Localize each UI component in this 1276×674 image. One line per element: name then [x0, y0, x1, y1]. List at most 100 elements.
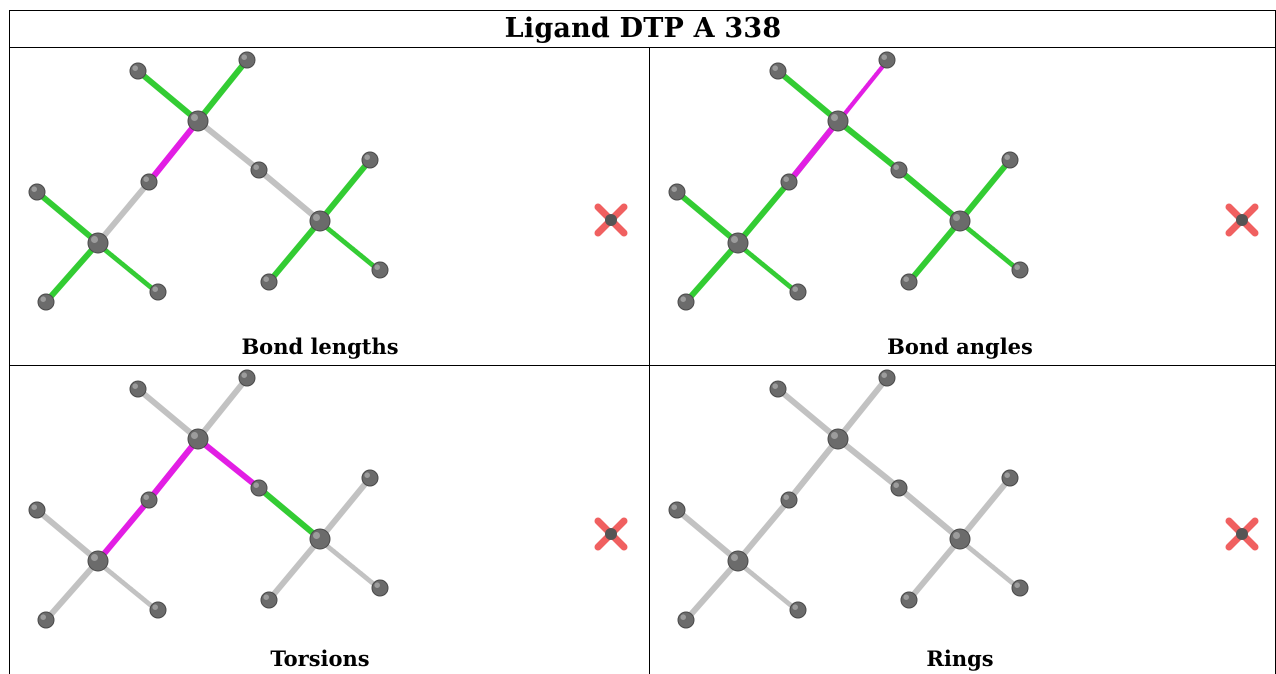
bond-line	[266, 218, 323, 285]
molecule-image-torsions	[28, 369, 628, 629]
bond-line	[835, 375, 890, 442]
bond-line	[95, 497, 152, 564]
atom-highlight	[253, 164, 259, 170]
caption-bond-angles: Bond angles	[887, 334, 1033, 359]
atom-sphere	[28, 183, 46, 201]
atom-highlight	[40, 614, 46, 620]
bond-line	[146, 436, 201, 503]
caption-bond-lengths: Bond lengths	[241, 334, 399, 359]
atom-sphere	[949, 528, 971, 550]
table-title: Ligand DTP A 338	[504, 12, 782, 44]
bond-line	[683, 240, 741, 305]
bond-line	[318, 537, 382, 590]
bond-line	[683, 558, 741, 623]
bond-line-hatch	[319, 541, 381, 592]
bond-line	[958, 219, 1022, 272]
atom-sphere	[769, 380, 787, 398]
caption-rings: Rings	[926, 646, 994, 671]
atom-sphere	[238, 369, 256, 387]
atom-sphere	[260, 273, 278, 291]
bond-line	[34, 189, 101, 246]
table-top-border	[9, 10, 1276, 11]
atom-highlight	[31, 504, 37, 510]
atom-sphere	[1001, 469, 1019, 487]
atom-sphere	[37, 293, 55, 311]
bond-line-hatch	[959, 541, 1021, 592]
atom-highlight	[263, 276, 269, 282]
bond-line	[957, 475, 1013, 542]
bond-line	[957, 157, 1013, 224]
panel-rings: Rings	[650, 366, 1275, 674]
atom-highlight	[953, 532, 960, 539]
metal-ion-cross-icon	[1225, 517, 1259, 551]
atom-sphere	[250, 479, 268, 497]
atom-highlight	[374, 582, 381, 588]
column-divider	[649, 47, 650, 674]
atom-highlight	[772, 383, 778, 389]
bond-line	[256, 485, 323, 542]
title-divider	[9, 47, 1276, 48]
atom-highlight	[792, 604, 798, 610]
atom-sphere	[780, 173, 798, 191]
atom-highlight	[313, 532, 320, 539]
metal-ion-cross-icon	[594, 203, 628, 237]
atom-sphere	[149, 601, 167, 619]
atom-highlight	[831, 432, 838, 439]
bond-line	[958, 537, 1022, 590]
atom-sphere	[827, 428, 849, 450]
atom-highlight	[1004, 154, 1010, 160]
row-divider	[9, 365, 1276, 366]
bond-line	[736, 241, 800, 294]
atom-highlight	[91, 554, 98, 561]
bond-line	[135, 68, 201, 124]
atom-sphere	[309, 210, 331, 232]
atom-highlight	[374, 264, 381, 270]
bond-line-hatch	[837, 62, 888, 125]
atom-highlight	[241, 54, 247, 60]
atom-highlight	[253, 482, 259, 488]
molecule-image-rings	[668, 369, 1259, 629]
atom-sphere	[878, 369, 896, 387]
bond-line	[906, 218, 963, 285]
atom-sphere	[1011, 579, 1029, 597]
bond-line	[266, 536, 323, 603]
bond-line	[674, 507, 741, 564]
atom-highlight	[40, 296, 46, 302]
bond-line	[786, 436, 841, 503]
atom-highlight	[903, 594, 909, 600]
molecule-image-bond-lengths	[28, 51, 628, 311]
atom-sphere	[900, 591, 918, 609]
bond-line	[195, 436, 262, 491]
bond-line	[146, 118, 201, 185]
bond-line	[896, 485, 963, 542]
bond-line-hatch	[319, 223, 381, 274]
bond-line	[735, 179, 792, 246]
bond-line	[317, 157, 373, 224]
atom-sphere	[1011, 261, 1029, 279]
atom-sphere	[238, 51, 256, 69]
atom-sphere	[890, 479, 908, 497]
atom-sphere	[780, 491, 798, 509]
bond-line	[318, 219, 382, 272]
atom-sphere	[187, 428, 209, 450]
atom-highlight	[132, 383, 138, 389]
bond-line	[95, 179, 152, 246]
metal-ion-cross-icon	[1225, 203, 1259, 237]
atom-sphere	[129, 62, 147, 80]
atom-sphere	[900, 273, 918, 291]
atom-sphere	[87, 232, 109, 254]
atom-highlight	[881, 372, 887, 378]
atom-sphere	[878, 51, 896, 69]
bond-line	[195, 375, 250, 442]
panel-bond-angles: Bond angles	[650, 48, 1275, 365]
atom-sphere	[187, 110, 209, 132]
bond-line	[256, 167, 323, 224]
atom-highlight	[91, 236, 98, 243]
atom-sphere	[1001, 151, 1019, 169]
bond-line	[674, 189, 741, 246]
atom-highlight	[191, 114, 198, 121]
bond-line	[736, 559, 800, 612]
atom-sphere	[361, 151, 379, 169]
bond-line	[775, 68, 841, 124]
atom-highlight	[953, 214, 960, 221]
